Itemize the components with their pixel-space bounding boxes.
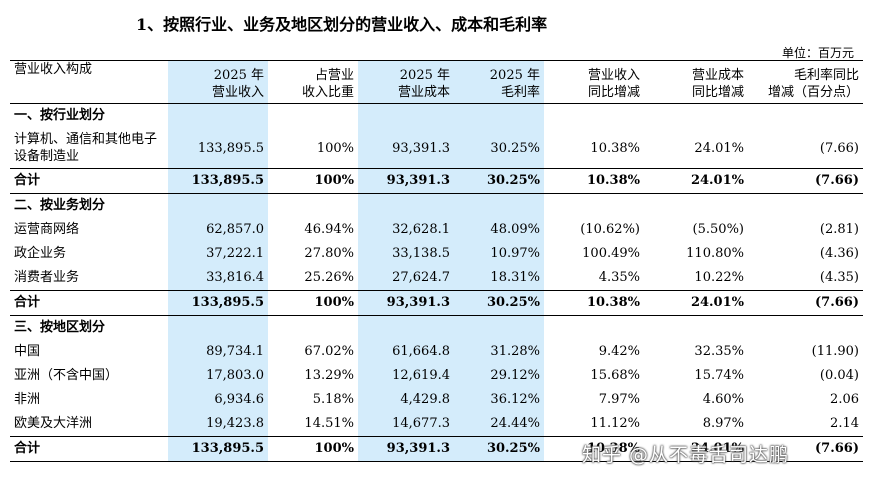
header-row: 营业收入构成 2025 年营业收入 占营业 收入比重 2025 年营业成本 202… — [10, 60, 863, 104]
table-row: 欧美及大洋洲 19,423.8 14.51% 14,677.3 24.44% 1… — [10, 412, 863, 437]
total-row: 合计 133,895.5 100% 93,391.3 30.25% 10.38%… — [10, 290, 863, 316]
table-row: 非洲 6,934.6 5.18% 4,429.8 36.12% 7.97% 4.… — [10, 388, 863, 412]
total-row: 合计 133,895.5 100% 93,391.3 30.25% 10.38%… — [10, 436, 863, 462]
table-row: 消费者业务 33,816.4 25.26% 27,624.7 18.31% 4.… — [10, 266, 863, 291]
header-cost: 2025 年营业成本 — [358, 60, 454, 104]
section-header-industry: 一、按行业划分 — [10, 103, 863, 128]
unit-label: 单位：百万元 — [781, 46, 854, 60]
table-row: 亚洲（不含中国） 17,803.0 13.29% 12,619.4 29.12%… — [10, 364, 863, 388]
total-row: 合计 133,895.5 100% 93,391.3 30.25% 10.38%… — [10, 168, 863, 194]
table-row: 政企业务 37,222.1 27.80% 33,138.5 10.97% 100… — [10, 242, 863, 266]
header-gross-margin: 2025 年毛利率 — [454, 60, 544, 104]
header-composition: 营业收入构成 — [10, 60, 168, 104]
page-title: 1、按照行业、业务及地区划分的营业收入、成本和毛利率 — [136, 15, 548, 34]
revenue-table: 营业收入构成 2025 年营业收入 占营业 收入比重 2025 年营业成本 202… — [10, 60, 863, 462]
header-cost-yoy: 营业成本 同比增减 — [644, 60, 748, 104]
header-revenue-share: 占营业 收入比重 — [268, 60, 358, 104]
table-row: 计算机、通信和其他电子设备制造业 133,895.5 100% 93,391.3… — [10, 128, 863, 169]
table-row: 中国 89,734.1 67.02% 61,664.8 31.28% 9.42%… — [10, 340, 863, 364]
header-margin-yoy: 毛利率同比 增减（百分点） — [748, 60, 863, 104]
header-revenue: 2025 年营业收入 — [168, 60, 268, 104]
section-header-business: 二、按业务划分 — [10, 193, 863, 218]
section-header-region: 三、按地区划分 — [10, 315, 863, 340]
header-revenue-yoy: 营业收入 同比增减 — [544, 60, 644, 104]
table-row: 运营商网络 62,857.0 46.94% 32,628.1 48.09% (1… — [10, 218, 863, 242]
watermark: 知乎 @从不毒舌司达鹏 — [582, 444, 790, 466]
